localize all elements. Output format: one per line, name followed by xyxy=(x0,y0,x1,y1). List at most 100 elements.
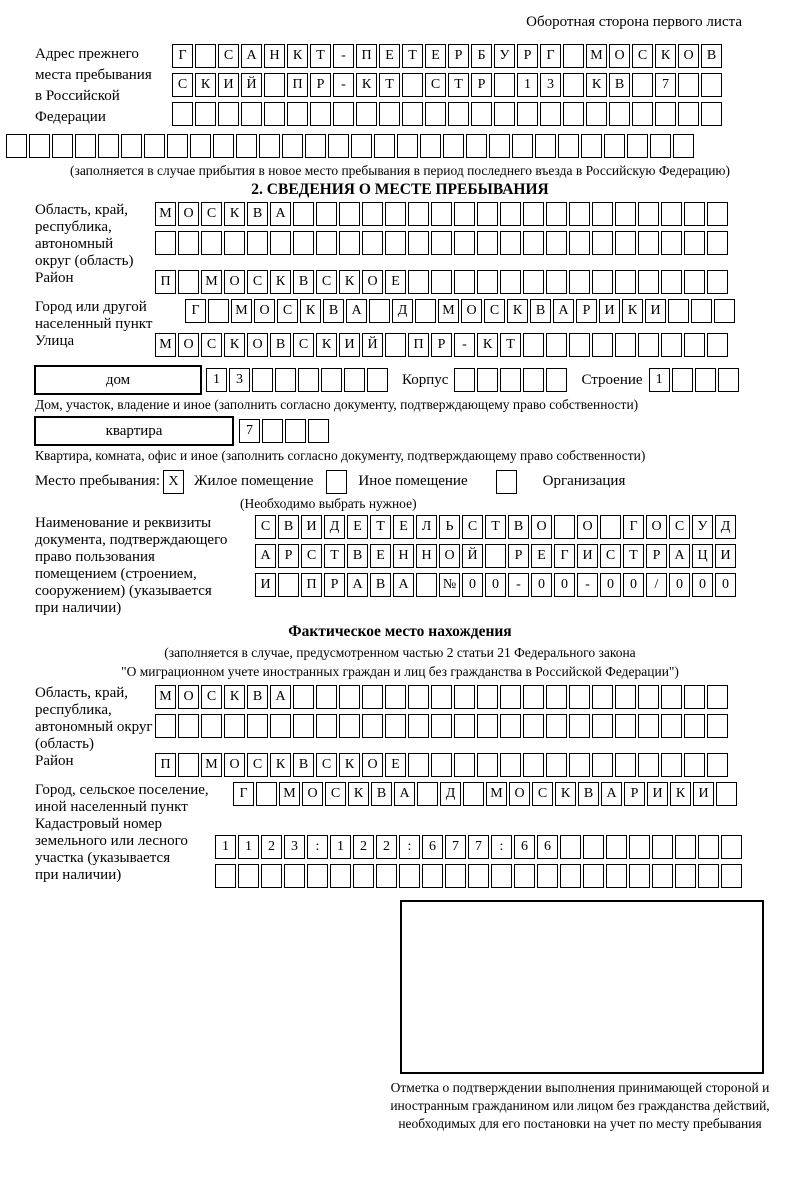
form-cell[interactable]: К xyxy=(670,782,691,806)
form-cell[interactable]: К xyxy=(195,73,216,97)
form-cell[interactable] xyxy=(402,73,423,97)
form-cell[interactable] xyxy=(293,685,314,709)
form-cell[interactable] xyxy=(485,544,506,568)
form-cell[interactable]: - xyxy=(508,573,529,597)
form-cell[interactable] xyxy=(264,102,285,126)
form-cell[interactable] xyxy=(652,864,673,888)
form-cell[interactable]: А xyxy=(601,782,622,806)
form-cell[interactable]: Д xyxy=(324,515,345,539)
form-cell[interactable] xyxy=(144,134,165,158)
form-cell[interactable] xyxy=(698,835,719,859)
form-cell[interactable]: Р xyxy=(324,573,345,597)
form-cell[interactable]: 0 xyxy=(715,573,736,597)
form-cell[interactable] xyxy=(417,782,438,806)
form-cell[interactable] xyxy=(356,102,377,126)
form-cell[interactable] xyxy=(310,102,331,126)
form-cell[interactable] xyxy=(264,73,285,97)
form-cell[interactable] xyxy=(293,714,314,738)
form-cell[interactable]: И xyxy=(647,782,668,806)
form-cell[interactable] xyxy=(477,231,498,255)
form-cell[interactable]: - xyxy=(333,73,354,97)
form-cell[interactable] xyxy=(270,714,291,738)
form-cell[interactable] xyxy=(247,714,268,738)
form-cell[interactable] xyxy=(684,753,705,777)
form-cell[interactable] xyxy=(308,419,329,443)
form-cell[interactable] xyxy=(445,864,466,888)
form-cell[interactable] xyxy=(477,202,498,226)
form-cell[interactable] xyxy=(333,102,354,126)
form-cell[interactable]: К xyxy=(300,299,321,323)
form-cell[interactable]: 7 xyxy=(239,419,260,443)
form-cell[interactable] xyxy=(652,835,673,859)
form-cell[interactable]: К xyxy=(655,44,676,68)
form-cell[interactable] xyxy=(316,202,337,226)
form-cell[interactable] xyxy=(285,419,306,443)
form-cell[interactable] xyxy=(583,835,604,859)
form-cell[interactable] xyxy=(627,134,648,158)
form-cell[interactable] xyxy=(385,202,406,226)
form-cell[interactable] xyxy=(241,102,262,126)
form-cell[interactable]: 0 xyxy=(462,573,483,597)
form-cell[interactable] xyxy=(454,231,475,255)
form-cell[interactable]: С xyxy=(632,44,653,68)
form-cell[interactable]: П xyxy=(155,753,176,777)
form-cell[interactable] xyxy=(431,685,452,709)
form-cell[interactable] xyxy=(684,714,705,738)
form-cell[interactable]: : xyxy=(491,835,512,859)
form-cell[interactable]: С xyxy=(325,782,346,806)
form-cell[interactable] xyxy=(684,685,705,709)
form-cell[interactable]: В xyxy=(293,753,314,777)
form-cell[interactable] xyxy=(537,864,558,888)
form-cell[interactable] xyxy=(305,134,326,158)
form-cell[interactable]: 0 xyxy=(623,573,644,597)
form-cell[interactable] xyxy=(563,44,584,68)
form-cell[interactable]: С xyxy=(247,270,268,294)
form-cell[interactable] xyxy=(604,134,625,158)
form-cell[interactable] xyxy=(661,231,682,255)
form-cell[interactable]: О xyxy=(531,515,552,539)
form-cell[interactable]: Д xyxy=(440,782,461,806)
form-cell[interactable] xyxy=(569,685,590,709)
form-cell[interactable]: И xyxy=(693,782,714,806)
form-cell[interactable] xyxy=(155,231,176,255)
form-cell[interactable] xyxy=(178,714,199,738)
form-cell[interactable] xyxy=(563,73,584,97)
form-cell[interactable]: О xyxy=(509,782,530,806)
form-cell[interactable] xyxy=(252,368,273,392)
form-cell[interactable] xyxy=(259,134,280,158)
form-cell[interactable]: Т xyxy=(623,544,644,568)
form-cell[interactable]: О xyxy=(178,333,199,357)
form-cell[interactable]: Е xyxy=(393,515,414,539)
form-cell[interactable] xyxy=(468,864,489,888)
form-cell[interactable] xyxy=(638,753,659,777)
form-cell[interactable] xyxy=(500,368,522,392)
form-cell[interactable] xyxy=(546,270,567,294)
form-cell[interactable] xyxy=(408,753,429,777)
form-cell[interactable]: Т xyxy=(370,515,391,539)
form-cell[interactable]: Д xyxy=(715,515,736,539)
form-cell[interactable]: Р xyxy=(624,782,645,806)
form-cell[interactable] xyxy=(477,714,498,738)
form-cell[interactable] xyxy=(629,835,650,859)
form-cell[interactable] xyxy=(661,714,682,738)
form-cell[interactable] xyxy=(454,202,475,226)
form-cell[interactable]: Р xyxy=(471,73,492,97)
form-cell[interactable] xyxy=(477,270,498,294)
form-cell[interactable]: В xyxy=(323,299,344,323)
form-cell[interactable] xyxy=(716,782,737,806)
form-cell[interactable] xyxy=(316,714,337,738)
form-cell[interactable] xyxy=(344,368,365,392)
form-cell[interactable]: Г xyxy=(233,782,254,806)
form-cell[interactable] xyxy=(52,134,73,158)
form-cell[interactable] xyxy=(408,685,429,709)
mesto-checkbox-inoe[interactable] xyxy=(326,469,348,494)
form-cell[interactable]: У xyxy=(692,515,713,539)
form-cell[interactable]: Т xyxy=(500,333,521,357)
form-cell[interactable] xyxy=(201,714,222,738)
form-cell[interactable] xyxy=(560,864,581,888)
form-cell[interactable] xyxy=(443,134,464,158)
form-cell[interactable]: 3 xyxy=(284,835,305,859)
form-cell[interactable]: Р xyxy=(278,544,299,568)
form-cell[interactable]: К xyxy=(339,270,360,294)
form-cell[interactable]: И xyxy=(255,573,276,597)
